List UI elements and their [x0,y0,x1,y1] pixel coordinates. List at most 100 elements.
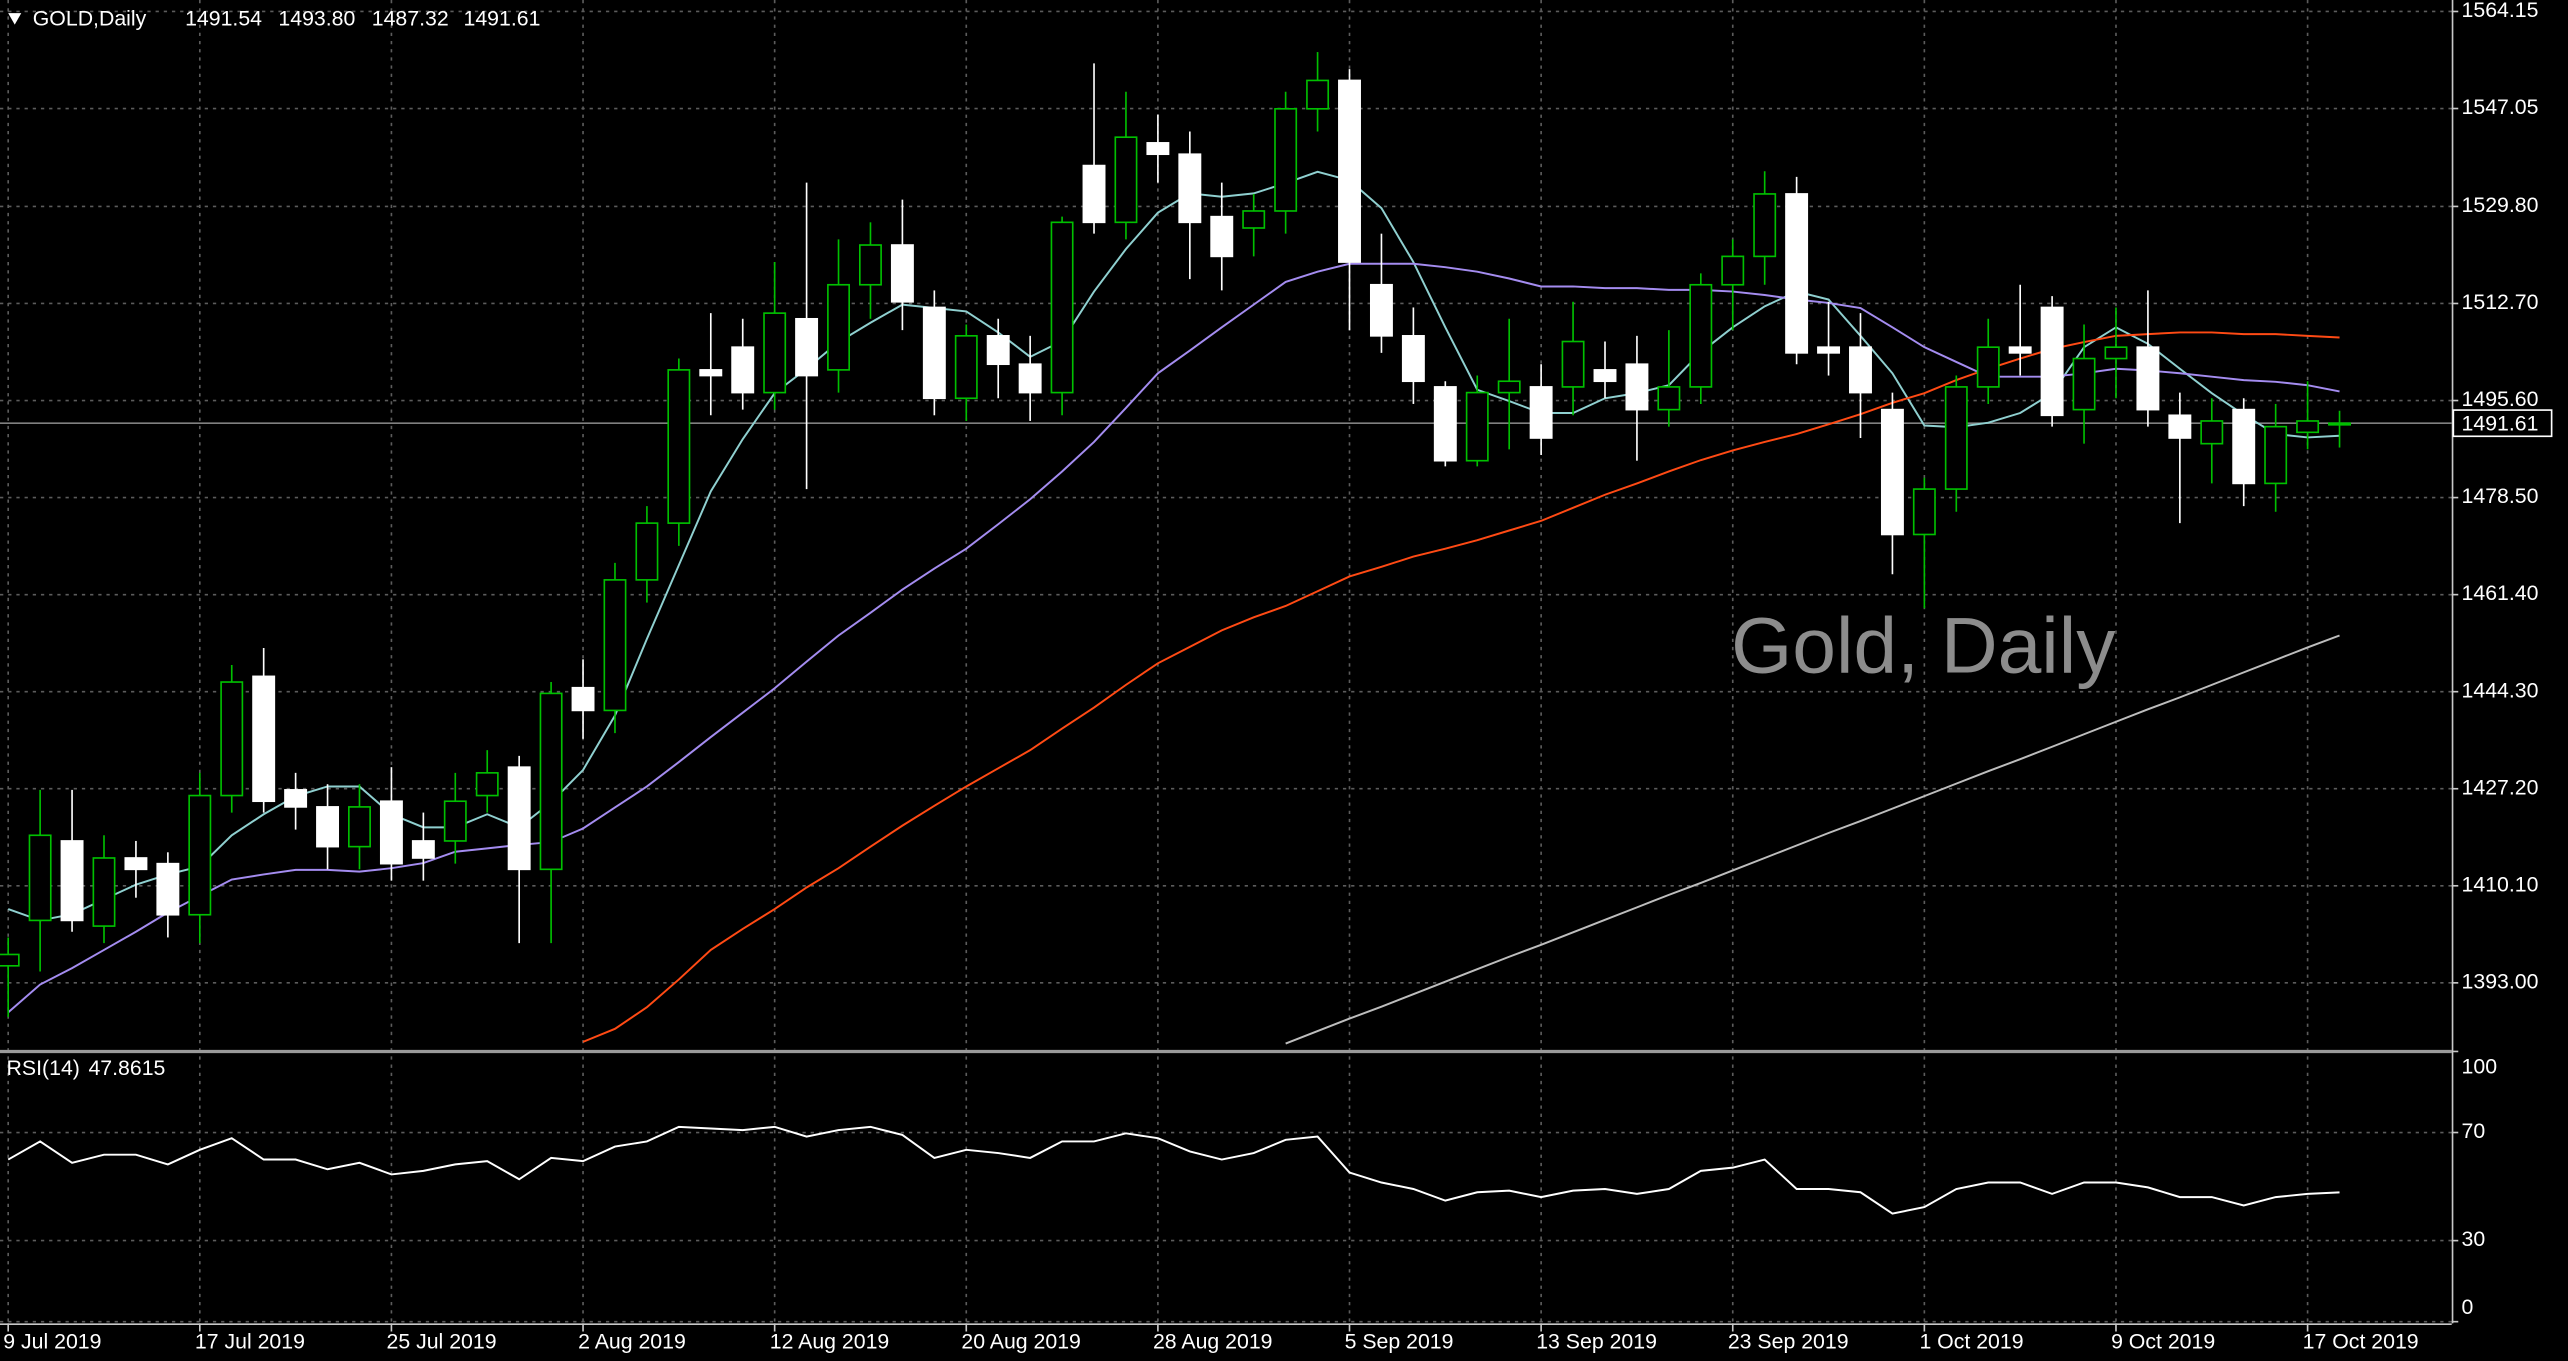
candle-body [1401,335,1425,383]
candle-body [1433,386,1457,462]
candle-body [2200,420,2224,445]
x-tick-label: 13 Sep 2019 [1536,1330,1657,1354]
rsi-line [7,1125,2340,1215]
price-box [2452,409,2553,438]
candle-body [1912,488,1936,536]
candle-body [954,335,978,400]
candle-body [1849,346,1872,394]
candle-body [827,283,850,371]
menu-triangle [8,13,22,25]
candle-body [1817,346,1841,354]
candle-body [1338,79,1361,263]
rsi-panel [7,1125,2340,1215]
price-panel [0,52,2452,1045]
candle-body [2040,306,2064,417]
y-tick-label: 1410.10 [2462,872,2539,896]
candle-body [1306,79,1330,110]
candle-body [1657,386,1681,411]
candle-body [2072,357,2096,411]
ohlc-close: 1491.61 [463,6,540,30]
candle-body [603,579,627,712]
x-tick-label: 9 Jul 2019 [3,1330,101,1354]
rsi-label: RSI(14) [7,1056,80,1080]
y-tick-label: 1478.50 [2462,484,2539,508]
candle-body [571,686,595,712]
candle-body [1178,153,1202,224]
rsi-tick-label: 0 [2462,1295,2474,1319]
candle-body [348,806,371,848]
candle-body [1593,369,1617,383]
candle-body [2296,420,2320,434]
candle-body [60,840,84,922]
candle-body [220,681,244,797]
candle-body [1082,164,1106,224]
candle-body [2168,414,2192,439]
rsi-value: 47.8615 [88,1056,165,1080]
candle-body [124,857,148,871]
candle-body [1529,386,1553,439]
candle-body [1114,136,1138,224]
ohlc-high: 1493.80 [278,6,355,30]
candle-body [316,806,340,848]
price-label: 1491.61 [2462,411,2539,435]
candle-body [1689,283,1713,388]
candle-body [2008,346,2032,354]
candle-body [699,369,723,377]
candle-body [252,675,276,803]
candle-body [2328,422,2351,426]
candle-body [859,244,882,286]
y-tick-label: 1564.15 [2462,0,2539,22]
candle-body [0,953,20,967]
candle-body [379,800,403,865]
candle-body [2232,408,2256,485]
x-tick-label: 17 Jul 2019 [195,1330,305,1354]
y-tick-label: 1495.60 [2462,387,2539,411]
rsi-tick-label: 70 [2462,1119,2486,1143]
y-tick-label: 1529.80 [2462,193,2539,217]
y-tick-label: 1427.20 [2462,775,2539,799]
candle-body [1721,255,1745,286]
candle-body [1146,142,1170,156]
x-tick-label: 17 Oct 2019 [2303,1330,2419,1354]
y-tick-label: 1461.40 [2462,581,2539,605]
candle-body [411,840,435,859]
moving-average-line [1285,634,2340,1045]
ohlc-open: 1491.54 [185,6,262,30]
symbol-title: GOLD,Daily [33,6,147,30]
candle-body [1210,215,1234,258]
candle-body [507,766,531,871]
candle-body [2136,346,2160,411]
candle-body [2104,346,2128,360]
x-tick-label: 23 Sep 2019 [1728,1330,1849,1354]
rsi-tick-label: 30 [2462,1227,2486,1251]
candle-body [1753,193,1777,258]
x-tick-label: 5 Sep 2019 [1345,1330,1454,1354]
candle-body [1274,107,1298,212]
candle-body [1050,221,1074,394]
candle-body [1625,363,1649,411]
watermark: Gold, Daily [1731,602,2116,690]
x-tick-label: 28 Aug 2019 [1153,1330,1273,1354]
candle-body [1944,386,1968,490]
candle-body [731,346,755,394]
y-tick-label: 1393.00 [2462,969,2539,993]
x-tick-label: 2 Aug 2019 [578,1330,686,1354]
candle-body [1785,193,1809,354]
candle-body [667,369,691,524]
candle-body [284,789,308,808]
candle-body [986,335,1010,366]
candle-body [1369,283,1393,337]
candle-body [795,317,819,377]
x-tick-label: 25 Jul 2019 [387,1330,497,1354]
candle-body [1497,380,1521,394]
candle-body [539,692,563,871]
candle-body [1976,346,2000,388]
candle-body [2264,425,2288,485]
candle-body [443,800,467,842]
candle-body [28,834,52,922]
candle-body [188,794,212,916]
